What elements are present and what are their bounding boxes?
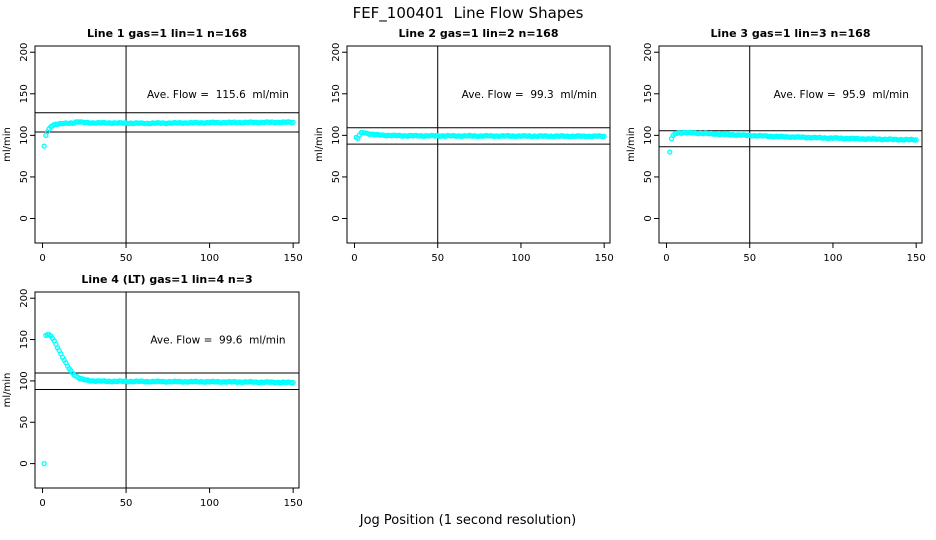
- data-points: [667, 129, 919, 155]
- data-point-outlier: [41, 143, 47, 149]
- y-axis-title: ml/min: [2, 373, 13, 408]
- x-tick-label: 100: [511, 253, 530, 264]
- y-tick-label: 150: [331, 84, 342, 103]
- y-tick-label: 50: [19, 416, 30, 429]
- y-tick-label: 200: [19, 43, 30, 62]
- subplot-1: 0 50 100 150 0 50 100 150 200 ml/min Line 1 gas=1 …: [2, 27, 303, 264]
- x-tick-label: 150: [907, 253, 926, 264]
- y-tick-label: 0: [331, 215, 342, 221]
- y-tick-label: 200: [19, 289, 30, 308]
- subplot-title: Line 3 gas=1 lin=3 n=168: [710, 27, 870, 40]
- y-tick-label: 0: [19, 460, 30, 466]
- ave-flow-annotation: Ave. Flow = 95.9 ml/min: [774, 89, 909, 101]
- ave-flow-annotation: Ave. Flow = 99.3 ml/min: [462, 89, 597, 101]
- x-tick-label: 50: [120, 253, 133, 264]
- y-tick-label: 50: [19, 171, 30, 184]
- plot-box: [34, 291, 300, 489]
- subplot-title: Line 1 gas=1 lin=1 n=168: [87, 27, 247, 40]
- data-points: [353, 129, 607, 142]
- x-tick-label: 150: [595, 253, 614, 264]
- x-tick-label: 150: [284, 498, 303, 509]
- x-tick-label: 0: [663, 253, 669, 264]
- subplot-title: Line 2 gas=1 lin=2 n=168: [398, 27, 558, 40]
- x-tick-label: 0: [39, 253, 45, 264]
- data-point: [290, 119, 296, 125]
- data-point: [601, 133, 607, 139]
- x-tick-label: 100: [823, 253, 842, 264]
- data-point-outlier: [41, 460, 47, 467]
- x-tick-label: 50: [120, 498, 133, 509]
- subplot-3: 0 50 100 150 0 50 100 150 200 ml/min Line 3 gas=1 …: [626, 27, 926, 264]
- x-tick-label: 100: [200, 253, 219, 264]
- x-tick-label: 0: [351, 253, 357, 264]
- x-axis-label: Jog Position (1 second resolution): [359, 513, 577, 528]
- y-tick-label: 200: [331, 43, 342, 62]
- y-tick-label: 100: [643, 126, 654, 145]
- y-tick-label: 50: [331, 171, 342, 184]
- subplot-4: 0 50 100 150 0 50 100 150 200 ml/min Line 4 (LT) g…: [2, 273, 303, 509]
- y-tick-label: 100: [331, 126, 342, 145]
- y-tick-label: 100: [19, 371, 30, 390]
- y-tick-label: 50: [643, 171, 654, 184]
- data-points: [41, 331, 296, 467]
- data-point: [290, 379, 296, 386]
- plot-box: [346, 45, 611, 244]
- y-tick-label: 150: [19, 330, 30, 349]
- figure-title: FEF_100401 Line Flow Shapes: [352, 4, 584, 22]
- x-tick-label: 100: [200, 498, 219, 509]
- data-point: [913, 137, 919, 143]
- x-tick-label: 150: [284, 253, 303, 264]
- y-tick-label: 100: [19, 126, 30, 145]
- y-tick-label: 150: [19, 84, 30, 103]
- x-tick-label: 0: [39, 498, 45, 509]
- data-points: [41, 119, 296, 149]
- subplot-title: Line 4 (LT) gas=1 lin=4 n=3: [81, 273, 252, 286]
- x-tick-label: 50: [743, 253, 756, 264]
- y-tick-label: 200: [643, 43, 654, 62]
- y-axis-title: ml/min: [2, 127, 13, 162]
- y-axis-title: ml/min: [314, 127, 325, 162]
- y-tick-label: 0: [643, 215, 654, 221]
- y-axis-title: ml/min: [626, 127, 637, 162]
- ave-flow-annotation: Ave. Flow = 99.6 ml/min: [150, 335, 285, 347]
- y-tick-label: 0: [19, 215, 30, 221]
- plot-box: [658, 45, 923, 244]
- plot-box: [34, 45, 300, 244]
- data-point-outlier: [667, 149, 673, 155]
- ave-flow-annotation: Ave. Flow = 115.6 ml/min: [147, 89, 289, 101]
- x-tick-label: 50: [431, 253, 444, 264]
- subplot-2: 0 50 100 150 0 50 100 150 200 ml/min Line 2 gas=1 …: [314, 27, 614, 264]
- y-tick-label: 150: [643, 84, 654, 103]
